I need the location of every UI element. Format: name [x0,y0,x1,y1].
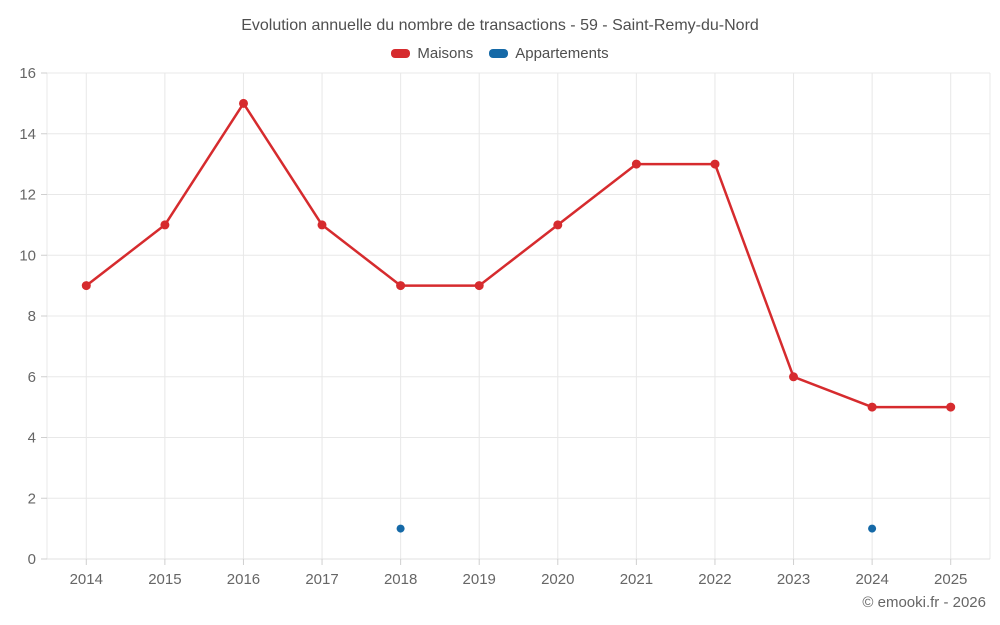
x-axis-label-2018: 2018 [384,571,417,588]
legend-item-appartements[interactable]: Appartements [489,45,609,62]
y-axis-labels: 0 2 4 6 8 10 12 14 16 [19,65,36,568]
data-point-maisons-2018[interactable] [396,281,406,291]
x-axis-label-2024: 2024 [855,571,888,588]
y-axis-label: 16 [19,65,36,82]
series-appartements [396,524,877,533]
legend-swatch-maisons [391,49,411,58]
data-point-maisons-2020[interactable] [553,220,563,230]
data-point-maisons-2017[interactable] [317,220,327,230]
data-point-maisons-2024[interactable] [867,402,877,412]
data-point-appartements-2024[interactable] [868,524,877,533]
x-axis-label-2022: 2022 [698,571,731,588]
legend-label-appartements: Appartements [515,45,609,62]
axes [41,72,990,565]
y-axis-label: 0 [28,551,36,568]
series-maisons [81,98,956,412]
x-axis-label-2014: 2014 [70,571,103,588]
x-axis-label-2015: 2015 [148,571,181,588]
series-line-maisons [85,102,952,409]
x-axis-label-2021: 2021 [620,571,653,588]
data-point-maisons-2019[interactable] [474,281,484,291]
data-point-maisons-2021[interactable] [631,159,641,169]
y-axis-label: 10 [19,247,36,264]
y-axis-label: 12 [19,187,36,204]
y-axis-label: 2 [28,490,36,507]
x-axis-label-2017: 2017 [305,571,338,588]
y-axis-label: 8 [28,308,36,325]
data-point-appartements-2018[interactable] [396,524,405,533]
data-point-maisons-2016[interactable] [239,98,248,108]
legend-swatch-appartements [489,49,509,58]
chart-title: Evolution annuelle du nombre de transact… [241,17,759,34]
gridlines [46,72,991,560]
x-axis-labels: 2014 2015 2016 2017 2018 2019 2020 2021 2022 2023… [70,571,968,588]
data-point-maisons-2014[interactable] [81,281,91,291]
x-axis-label-2023: 2023 [777,571,810,588]
y-axis-label: 4 [28,430,36,447]
chart-legend: Maisons Appartements [0,45,1000,62]
copyright-footer: © emooki.fr - 2026 [862,594,986,611]
data-point-maisons-2022[interactable] [710,159,720,169]
x-axis-label-2019: 2019 [463,571,496,588]
x-axis-label-2020: 2020 [541,571,574,588]
legend-label-maisons: Maisons [417,45,474,62]
y-axis-label: 6 [28,369,36,386]
data-point-maisons-2023[interactable] [789,372,798,382]
data-point-maisons-2015[interactable] [160,220,170,230]
y-axis-label: 14 [19,126,36,143]
x-axis-label-2025: 2025 [934,571,967,588]
data-point-maisons-2025[interactable] [946,402,956,412]
x-axis-label-2016: 2016 [227,571,260,588]
legend-item-maisons[interactable]: Maisons [391,45,473,62]
